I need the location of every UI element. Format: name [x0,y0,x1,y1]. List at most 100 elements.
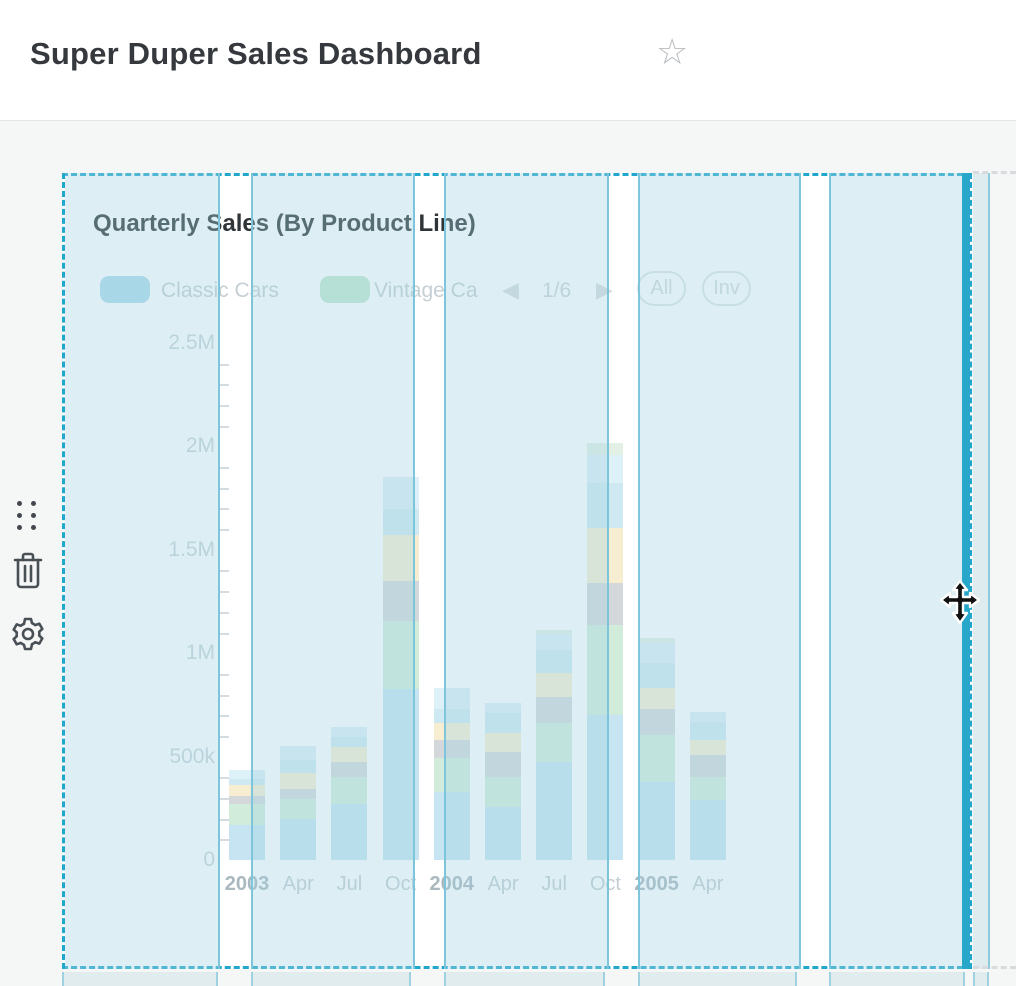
gear-icon[interactable] [10,616,46,657]
x-axis-tick-label: Apr [487,873,519,895]
bar-segment-unlabeled-paleblue[interactable] [433,687,470,710]
bar-segment-vintage-cars[interactable] [280,798,317,820]
stacked-bar-2004-q3[interactable] [536,176,573,860]
bar-segment-vintage-cars[interactable] [587,625,624,716]
chart-card[interactable]: Quarterly Sales (By Product Line) Classi… [62,173,972,969]
trash-icon[interactable] [12,551,44,596]
bar-segment-unlabeled-cream[interactable] [382,535,419,582]
stacked-bar-2004-q4[interactable] [587,176,624,860]
bar-segment-unlabeled-gray[interactable] [382,581,419,621]
bar-segment-vintage-cars[interactable] [536,722,573,762]
bar-segment-classic-cars[interactable] [485,807,521,860]
y-axis-tick-label: 2M [185,434,215,458]
bar-segment-classic-cars[interactable] [536,761,573,860]
bar-segment-vintage-cars[interactable] [638,735,675,783]
bar-segment-classic-cars[interactable] [331,804,368,860]
bar-segment-unlabeled-cyan[interactable] [587,483,624,529]
stacked-bar-2005-q1[interactable] [638,176,675,860]
y-axis-minor-tick [220,425,229,428]
y-axis-minor-tick [220,797,229,800]
bar-segment-unlabeled-paleblue[interactable] [638,642,675,663]
bar-segment-unlabeled-gray[interactable] [331,762,368,778]
x-axis-tick-label: Oct [385,873,417,895]
drag-handle-icon[interactable] [17,501,37,531]
bar-segment-unlabeled-paleblue[interactable] [689,712,726,723]
bar-segment-unlabeled-cream[interactable] [331,747,368,763]
card-action-rail [0,120,56,986]
bar-segment-classic-cars[interactable] [229,824,265,860]
bar-segment-unlabeled-paleblue[interactable] [382,477,419,510]
legend-swatch-classic-cars[interactable] [100,276,150,303]
legend-label-vintage-cars[interactable]: Vintage Ca [374,279,478,302]
bar-segment-vintage-cars[interactable] [689,777,726,801]
y-axis-minor-tick [220,839,229,842]
bar-segment-vintage-cars[interactable] [433,758,470,792]
bar-segment-unlabeled-cream[interactable] [280,773,317,790]
bar-segment-unlabeled-palegreen[interactable] [638,637,675,643]
bar-segment-unlabeled-gray[interactable] [229,796,265,805]
bar-segment-classic-cars[interactable] [433,791,470,860]
bar-segment-unlabeled-gray[interactable] [433,740,470,759]
bar-segment-unlabeled-palegreen[interactable] [587,443,624,456]
bar-segment-unlabeled-paleblue[interactable] [587,455,624,483]
dashboard-header: Super Duper Sales Dashboard ☆ [0,0,1016,121]
legend-inv-button[interactable]: Inv [702,271,751,306]
y-axis-minor-tick [220,384,229,387]
stacked-bar-2003-q3[interactable] [331,176,368,860]
legend-swatch-vintage-cars[interactable] [320,276,370,303]
bar-segment-unlabeled-cyan[interactable] [382,509,419,536]
bar-segment-unlabeled-paleblue[interactable] [229,770,265,780]
bar-segment-unlabeled-cyan[interactable] [638,662,675,688]
legend-prev-icon[interactable]: ◀ [502,277,519,302]
bar-segment-unlabeled-cyan[interactable] [229,779,265,786]
bar-segment-vintage-cars[interactable] [485,777,521,808]
bar-segment-unlabeled-cream[interactable] [536,672,573,697]
stacked-bar-2003-q1[interactable] [229,176,265,860]
bar-segment-unlabeled-cyan[interactable] [280,759,317,774]
bar-segment-unlabeled-gray[interactable] [280,789,317,799]
grid-column-below [62,972,218,986]
bar-segment-unlabeled-cream[interactable] [638,687,675,710]
bar-segment-unlabeled-cream[interactable] [433,723,470,741]
bar-segment-classic-cars[interactable] [689,800,726,860]
bar-segment-unlabeled-gray[interactable] [638,709,675,736]
stacked-bar-2005-q2[interactable] [689,176,726,860]
bar-segment-unlabeled-palegreen[interactable] [536,629,573,634]
stacked-bar-2004-q2[interactable] [485,176,521,860]
y-axis-minor-tick [220,529,229,532]
bar-segment-unlabeled-gray[interactable] [689,755,726,778]
bar-segment-unlabeled-gray[interactable] [536,696,573,723]
bar-segment-unlabeled-gray[interactable] [587,583,624,626]
bar-segment-unlabeled-paleblue[interactable] [280,745,317,760]
bar-segment-unlabeled-cyan[interactable] [536,649,573,673]
stacked-bar-2003-q4[interactable] [382,176,419,860]
grid-column-below [444,972,605,986]
bar-segment-unlabeled-paleblue[interactable] [536,633,573,650]
favorite-star-icon[interactable]: ☆ [656,31,689,72]
bar-segment-vintage-cars[interactable] [382,620,419,689]
stacked-bar-2004-q1[interactable] [433,176,470,860]
bar-segment-unlabeled-paleblue[interactable] [331,727,368,738]
bar-segment-unlabeled-gray[interactable] [485,752,521,778]
bar-segment-unlabeled-cyan[interactable] [331,737,368,748]
bar-segment-classic-cars[interactable] [638,782,675,860]
bar-segment-classic-cars[interactable] [382,688,419,860]
y-axis-tick-label: 1M [185,641,215,665]
bar-segment-unlabeled-cream[interactable] [689,740,726,756]
bar-segment-vintage-cars[interactable] [331,777,368,805]
stacked-bar-2003-q2[interactable] [280,176,317,860]
plot-area: 0 500k 1M 1.5M 2M 2.5M 2003 Apr Jul Oct 2004 Apr Jul… [65,176,969,966]
bar-segment-unlabeled-cyan[interactable] [433,709,470,724]
bar-segment-vintage-cars[interactable] [229,804,265,825]
bar-segment-unlabeled-cyan[interactable] [485,712,521,733]
bar-segment-classic-cars[interactable] [587,715,624,860]
bar-segment-unlabeled-paleblue[interactable] [485,703,521,713]
y-axis-tick-label: 2.5M [168,331,215,354]
bar-segment-classic-cars[interactable] [280,819,317,860]
bar-segment-unlabeled-cream[interactable] [587,528,624,584]
bar-segment-unlabeled-cream[interactable] [485,733,521,753]
card-resize-edge[interactable] [962,173,970,969]
bar-segment-unlabeled-cyan[interactable] [689,722,726,741]
grid-column-overlay [638,173,801,969]
bar-segment-unlabeled-cream[interactable] [229,785,265,797]
